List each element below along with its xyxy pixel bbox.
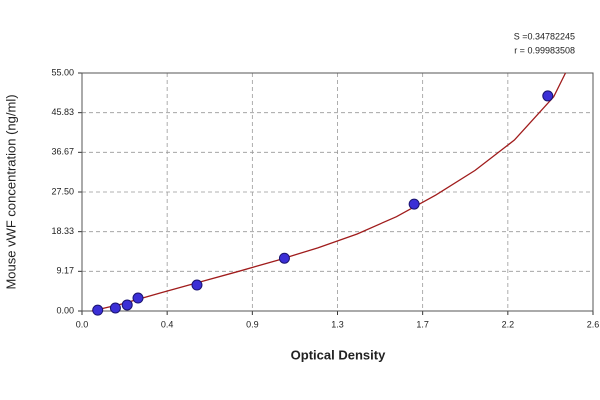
- data-point: [121, 299, 133, 311]
- x-tick-label: 1.7: [416, 319, 429, 329]
- data-point: [92, 304, 104, 316]
- y-tick-label: 55.00: [51, 67, 74, 77]
- data-point: [109, 302, 121, 314]
- x-tick-label: 2.6: [587, 319, 600, 329]
- annotation: S =0.34782245: [514, 31, 575, 41]
- data-point: [278, 252, 290, 264]
- data-point: [408, 198, 420, 210]
- y-tick-label: 18.33: [51, 226, 74, 236]
- x-tick-label: 1.3: [331, 319, 344, 329]
- data-point: [542, 90, 554, 102]
- y-tick-label: 45.83: [51, 107, 74, 117]
- x-tick-label: 0.0: [76, 319, 89, 329]
- data-point: [132, 292, 144, 304]
- fit-curve: [91, 72, 567, 312]
- x-tick-label: 2.2: [502, 319, 515, 329]
- x-tick-label: 0.9: [246, 319, 259, 329]
- y-tick-label: 0.00: [56, 305, 74, 315]
- y-axis-title: Mouse vWF concentration (ng/ml): [3, 94, 18, 289]
- data-point: [191, 279, 203, 291]
- y-tick-label: 27.50: [51, 186, 74, 196]
- annotation: r = 0.99983508: [514, 45, 575, 55]
- x-axis-title: Optical Density: [291, 347, 386, 362]
- x-tick-label: 0.4: [161, 319, 174, 329]
- plot-border: [81, 72, 594, 312]
- y-tick-label: 36.67: [51, 147, 74, 157]
- y-tick-label: 9.17: [56, 266, 74, 276]
